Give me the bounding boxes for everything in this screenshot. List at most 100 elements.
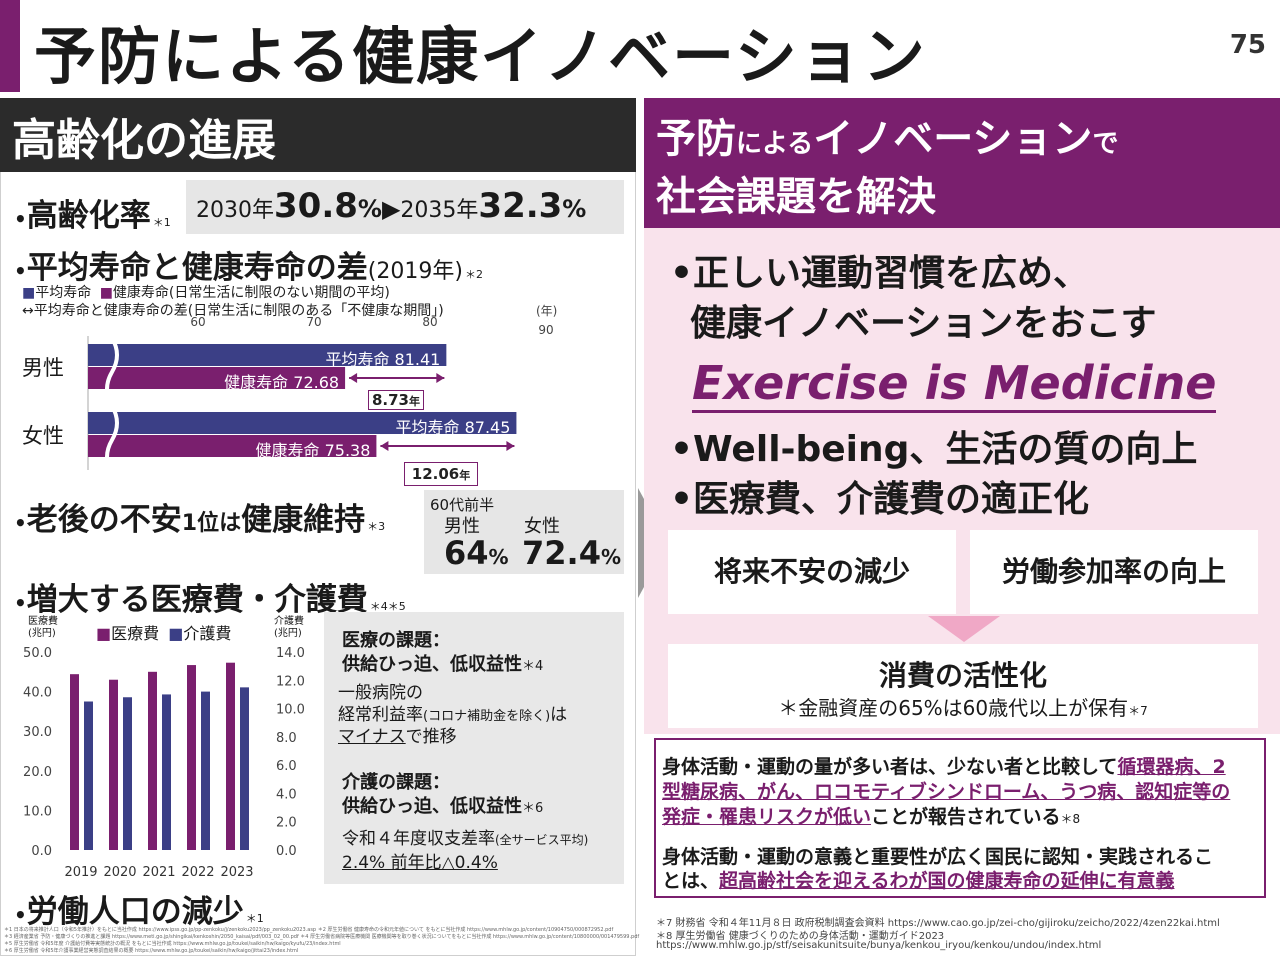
aging-heading: •高齢化率 ＊1 (14, 198, 171, 234)
anxiety-age: 60代前半 (430, 496, 495, 514)
medical-bar-2023 (226, 662, 235, 850)
aging-values: 2030年30.8%▶2035年32.3% (196, 186, 587, 226)
female-avg-bar (88, 412, 517, 434)
care-yaxis-label: 介護費 (兆円) (274, 616, 304, 639)
left-footnote-3: ＊5 厚生労働省 令和5年度 介護給付費等実態統計の概況 をもとに当社作成 ht… (4, 941, 341, 947)
medical-issue-sub: 供給ひっ迫、低収益性＊4 (342, 654, 544, 675)
left-header (0, 98, 636, 172)
life-chart: 60 70 80 90 (87, 315, 554, 476)
life-legend: ■平均寿命 ■健康寿命(日常生活に制限のない期間の平均) (22, 285, 390, 301)
male-diff-arrowhead-right (436, 373, 445, 383)
box-consumption-title: 消費の活性化 (878, 659, 1047, 692)
aging-box (186, 180, 624, 234)
male-diff-box: 8.73年 (368, 390, 424, 410)
page-number: 75 (1229, 30, 1266, 60)
box-consumption (668, 644, 1258, 728)
life-tick-70: 70 (306, 315, 321, 329)
care-ytick: 10.0 (276, 703, 305, 718)
life-legend-diff: ↔平均寿命と健康寿命の差(日常生活に制限のある「不健康な期間」) (22, 303, 444, 319)
care-bar-2022 (201, 691, 210, 850)
anxiety-female-label: 女性 (524, 516, 560, 537)
care-bar-2021 (162, 694, 171, 850)
anxiety-heading: •老後の不安1位は健康維持 ＊3 (14, 502, 386, 538)
female-avg-label: 平均寿命 87.45 (395, 418, 511, 437)
care-ytick: 14.0 (276, 646, 305, 661)
left-footnote-2: ＊3 経済産業省 予防・健康づくりの推進と課題 https://www.meti… (4, 934, 640, 940)
female-diff-arrowhead-left (380, 441, 389, 451)
care-issue-line1: 令和４年度収支差率(全サービス平均) (342, 829, 589, 849)
medical-bar-2020 (109, 679, 118, 850)
left-footnote-1: ＊1 日本の将来推計人口（令和5年推計）をもとに当社作成 https://www… (4, 927, 614, 933)
life-heading: •平均寿命と健康寿命の差(2019年) ＊2 (14, 250, 483, 286)
right-header-line1: 予防によるイノベーションで (656, 116, 1119, 162)
anxiety-box (424, 490, 624, 574)
care-ytick: 0.0 (276, 844, 297, 859)
medical-heading: •増大する医療費・介護費 ＊4＊5 (14, 582, 406, 618)
medical-xtick-2022: 2022 (181, 865, 214, 880)
medical-bar-2022 (187, 665, 196, 850)
care-ytick: 2.0 (276, 816, 297, 831)
evidence-line5: とは、超高齢社会を迎えるわが国の健康寿命の延伸に有意義 (662, 870, 1175, 892)
right-footnote-1: ＊7 財務省 令和４年11月８日 政府税制調査会資料 https://www.c… (656, 918, 1220, 929)
medical-bar-2021 (148, 671, 157, 850)
title-accent-bar (0, 0, 20, 92)
medical-ytick: 30.0 (23, 725, 52, 740)
evidence-line4: 身体活動・運動の意義と重要性が広く国民に認知・実践されるこ (662, 846, 1214, 868)
male-diff-arrowhead-left (349, 373, 358, 383)
care-ytick: 6.0 (276, 759, 297, 774)
issues-box (324, 612, 624, 884)
medical-ytick: 50.0 (23, 646, 52, 661)
care-bar-2023 (240, 687, 249, 850)
evidence-line2: 型糖尿病、がん、ロコモティブシンドローム、うつ病、認知症等の (662, 781, 1231, 803)
medical-ytick: 40.0 (23, 686, 52, 701)
care-issue-title: 介護の課題： (342, 772, 450, 793)
male-avg-bar (88, 344, 447, 366)
evidence-box (654, 738, 1266, 898)
medical-xtick-2023: 2023 (220, 865, 253, 880)
medical-issue-line2: 経常利益率(コロナ補助金を除く)は (338, 705, 568, 725)
right-bullet-1-line1: •正しい運動習慣を広め、 (670, 253, 1090, 294)
life-tick-60: 60 (190, 315, 205, 329)
female-label: 女性 (22, 424, 64, 448)
right-header (644, 98, 1280, 228)
care-ytick: 8.0 (276, 731, 297, 746)
medical-ytick: 20.0 (23, 765, 52, 780)
medical-ytick: 0.0 (31, 844, 52, 859)
female-diff-box: 12.06年 (404, 462, 478, 486)
life-tick-80: 80 (422, 315, 437, 329)
medical-xtick-2019: 2019 (64, 865, 97, 880)
exercise-is-medicine: Exercise is Medicine (692, 356, 1217, 413)
medical-xtick-2021: 2021 (142, 865, 175, 880)
left-footnote-4: ＊6 厚生労働省 令和5年介護事業経営実態調査結果の概要 https://www… (4, 948, 299, 954)
labor-heading: •労働人口の減少 ＊1 (14, 894, 264, 930)
right-bullet-2: •Well-being、生活の質の向上 (670, 429, 1198, 470)
triangle-down-icon (928, 616, 1000, 642)
left-header-title: 高齢化の進展 (12, 115, 276, 166)
box-future-anxiety: 将来不安の減少 (668, 530, 956, 614)
care-issue-sub: 供給ひっ迫、低収益性＊6 (342, 796, 544, 817)
medical-issue-line3: マイナスで推移 (338, 727, 457, 747)
evidence-line1: 身体活動・運動の量が多い者は、少ない者と比較して循環器病、2 (662, 756, 1226, 778)
evidence-line3: 発症・罹患リスクが低いことが報告されている＊8 (662, 806, 1081, 828)
care-issue-line2: 2.4% 前年比△0.4% (342, 853, 498, 873)
male-label: 男性 (22, 356, 64, 380)
life-tick-90: 90 (538, 323, 553, 337)
male-healthy-bar (88, 367, 346, 389)
male-avg-label: 平均寿命 81.41 (325, 350, 441, 369)
medical-bar-2019 (70, 674, 79, 850)
anxiety-male-label: 男性 (444, 516, 480, 537)
care-bar-2020 (123, 697, 132, 850)
right-bullet-1-line2: 健康イノベーションをおこす (690, 303, 1157, 344)
right-footnote-3: https://www.mhlw.go.jp/stf/seisakunitsui… (656, 940, 1102, 951)
male-healthy-label: 健康寿命 72.68 (224, 373, 340, 392)
medical-legend: ■医療費 ■介護費 (96, 624, 232, 643)
female-diff-arrowhead-right (506, 441, 515, 451)
medical-ytick: 10.0 (23, 804, 52, 819)
axis-break-bottom (105, 404, 119, 476)
care-ytick: 12.0 (276, 674, 305, 689)
page-title: 予防による健康イノベーション (34, 20, 927, 93)
right-footnote-2: ＊8 厚生労働省 健康づくりのための身体活動・運動ガイド2023 (656, 931, 945, 942)
care-bar-2019 (84, 701, 93, 850)
medical-issue-line1: 一般病院の (338, 683, 423, 703)
anxiety-male-value: 64% (444, 534, 509, 572)
